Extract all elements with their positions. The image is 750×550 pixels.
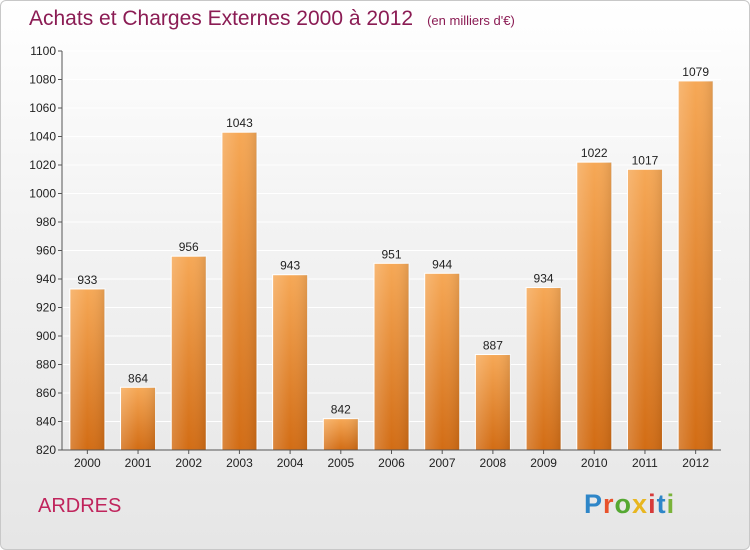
- bar-shading: [526, 287, 562, 450]
- logo-letter: x: [632, 489, 649, 519]
- bar-value-label: 944: [432, 257, 452, 271]
- y-tick-label: 940: [36, 272, 56, 286]
- y-tick-label: 980: [36, 215, 56, 229]
- x-tick-label: 2010: [581, 456, 608, 470]
- bar-value-label: 934: [534, 272, 554, 286]
- bar-value-label: 842: [331, 403, 351, 417]
- y-tick-label: 920: [36, 301, 56, 315]
- y-tick-label: 1020: [29, 158, 56, 172]
- y-tick-label: 900: [36, 329, 56, 343]
- y-tick-label: 840: [36, 415, 56, 429]
- bar-shading: [576, 162, 612, 450]
- axes: 820 840 860 880 900 920 940 960 980 1000 1020 1040 1…: [29, 44, 721, 470]
- y-tick-label: 1080: [29, 73, 56, 87]
- x-tick-label: 2005: [327, 456, 354, 470]
- bar-value-label: 1022: [581, 146, 608, 160]
- x-tick-label: 2003: [226, 456, 253, 470]
- bar-value-label: 887: [483, 339, 503, 353]
- y-tick-label: 860: [36, 386, 56, 400]
- bar-shading: [374, 263, 409, 450]
- proxiti-logo: Proxiti: [584, 489, 675, 520]
- logo-letter: i: [648, 489, 657, 519]
- logo-letter: o: [614, 489, 633, 519]
- bar-value-label: 943: [280, 259, 300, 273]
- x-tick-label: 2002: [175, 456, 202, 470]
- y-tick-label: 960: [36, 244, 56, 258]
- bar-value-label: 1017: [632, 153, 659, 167]
- x-tick-label: 2006: [378, 456, 405, 470]
- bar-value-label: 1079: [682, 65, 709, 79]
- bar-value-label: 951: [381, 247, 401, 261]
- chart-title: Achats et Charges Externes 2000 à 2012: [29, 7, 414, 30]
- bar-shading: [69, 288, 105, 450]
- x-tick-label: 2004: [277, 456, 304, 470]
- chart-subtitle: (en milliers d'€): [427, 13, 515, 28]
- x-tick-label: 2001: [125, 456, 152, 470]
- bar-shading: [627, 169, 663, 450]
- logo-letter: i: [666, 489, 676, 519]
- y-tick-label: 880: [36, 358, 56, 372]
- place-name: ARDRES: [38, 495, 122, 517]
- y-tick-label: 1060: [29, 101, 56, 115]
- x-tick-label: 2011: [632, 456, 658, 470]
- x-tick-label: 2012: [682, 456, 709, 470]
- bar-shading: [171, 256, 207, 450]
- bar-shading: [120, 387, 156, 450]
- logo-letter: P: [584, 489, 604, 519]
- logo-letter: t: [656, 489, 667, 519]
- logo-letter: r: [603, 489, 615, 519]
- y-tick-label: 1000: [29, 187, 56, 201]
- x-tick-label: 2009: [530, 456, 557, 470]
- bar-shading: [272, 274, 308, 450]
- y-tick-label: 1040: [29, 130, 56, 144]
- bars: 933 864 956 1043 943 842 951 944 887 934 1022 1017 1…: [69, 65, 714, 451]
- bar-shading: [424, 273, 460, 450]
- bar-value-label: 864: [128, 371, 148, 385]
- bar-shading: [221, 132, 257, 450]
- x-tick-label: 2008: [480, 456, 507, 470]
- y-tick-label: 1100: [30, 44, 56, 58]
- x-tick-label: 2007: [429, 456, 456, 470]
- bar-shading: [323, 418, 359, 450]
- bar-shading: [678, 80, 714, 451]
- bar-value-label: 1043: [226, 116, 253, 130]
- bar-value-label: 933: [77, 273, 97, 287]
- x-tick-label: 2000: [74, 456, 101, 470]
- bar-shading: [475, 354, 511, 450]
- y-tick-label: 820: [36, 443, 56, 457]
- bar-value-label: 956: [179, 240, 199, 254]
- title-row: Achats et Charges Externes 2000 à 2012 (e…: [29, 7, 515, 31]
